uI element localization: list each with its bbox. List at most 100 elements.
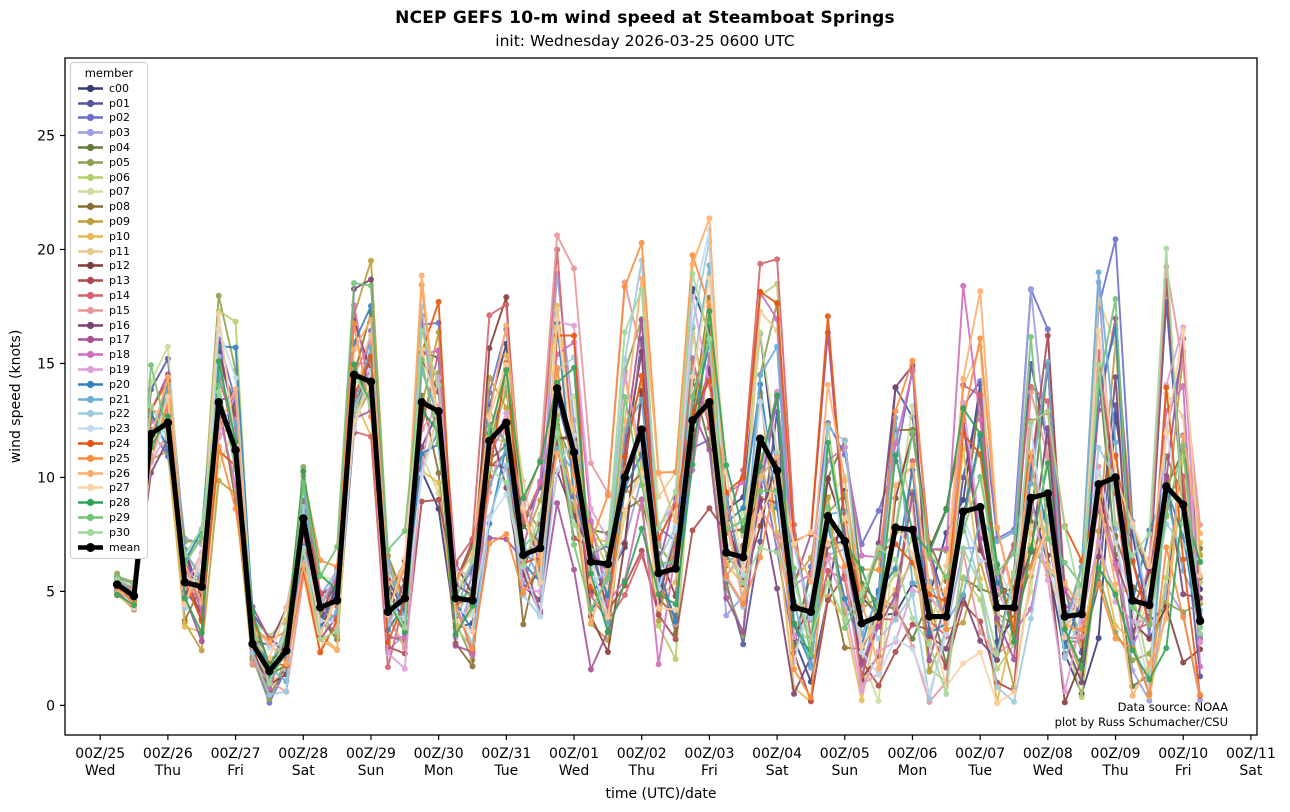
x-tick-label-day: Sat	[1239, 763, 1262, 779]
x-tick-label-date: 00Z/31	[481, 746, 531, 762]
legend-marker-p24	[78, 439, 103, 448]
legend-entry-p01: p01	[71, 96, 147, 111]
x-tick-label-day: Thu	[1101, 763, 1128, 779]
legend-label-p03: p03	[109, 126, 130, 140]
legend-marker-p13	[78, 277, 103, 285]
x-tick-label-day: Wed	[1033, 763, 1064, 779]
legend-entry-p11: p11	[71, 244, 147, 259]
x-tick-label-date: 00Z/05	[820, 746, 870, 762]
legend-entry-p30: p30	[71, 525, 147, 540]
legend-marker-p23	[78, 425, 103, 433]
legend-label-p15: p15	[109, 303, 130, 317]
credit-author: plot by Russ Schumacher/CSU	[1054, 715, 1228, 729]
legend-marker-p19	[78, 365, 103, 374]
x-tick-label-day: Thu	[154, 763, 181, 779]
legend-marker-p25	[78, 454, 103, 462]
legend-label-p02: p02	[109, 111, 130, 125]
legend-marker-p12	[78, 262, 103, 270]
legend-entry-p05: p05	[71, 155, 147, 170]
x-tick-label-date: 00Z/25	[75, 746, 125, 762]
legend-entry-p27: p27	[71, 481, 147, 496]
x-tick-label-date: 00Z/06	[887, 746, 937, 762]
x-tick-label-date: 00Z/27	[211, 746, 261, 762]
legend-label-p17: p17	[109, 333, 130, 347]
x-tick-label-day: Fri	[701, 763, 718, 779]
legend-marker-p01	[78, 99, 103, 107]
legend-marker-p07	[78, 188, 103, 196]
legend-marker-p17	[78, 336, 103, 344]
legend-label-p16: p16	[109, 318, 130, 332]
x-tick-label-day: Wed	[85, 763, 116, 779]
legend-marker-p02	[78, 114, 103, 122]
plot-frame	[64, 57, 1258, 736]
y-tick-label: 0	[46, 698, 55, 714]
legend-label-p09: p09	[109, 215, 130, 229]
legend-label-p07: p07	[109, 185, 130, 199]
legend-label-p26: p26	[109, 466, 130, 480]
legend-entry-p08: p08	[71, 199, 147, 214]
x-tick-label-date: 00Z/02	[617, 746, 667, 762]
legend-entry-p23: p23	[71, 421, 147, 436]
series-p26	[114, 215, 1204, 699]
legend-label-p23: p23	[109, 422, 130, 436]
legend-marker-p26	[78, 469, 103, 477]
x-tick-label-date: 00Z/03	[684, 746, 734, 762]
legend-label-p10: p10	[109, 229, 130, 243]
x-tick-label-day: Tue	[967, 763, 992, 779]
x-tick-label-day: Wed	[559, 763, 590, 779]
legend-marker-p21	[78, 395, 103, 403]
legend-entry-p25: p25	[71, 451, 147, 466]
legend-entry-p04: p04	[71, 140, 147, 155]
x-tick-label-day: Sun	[358, 763, 385, 779]
legend-marker-p10	[78, 232, 103, 240]
legend-marker-p06	[78, 173, 103, 181]
legend-marker-p28	[78, 499, 103, 507]
legend-entry-p06: p06	[71, 170, 147, 185]
x-tick-label-day: Mon	[424, 763, 454, 779]
x-tick-label-date: 00Z/26	[143, 746, 193, 762]
legend-label-p22: p22	[109, 407, 130, 421]
legend-entry-p17: p17	[71, 333, 147, 348]
legend-label-p25: p25	[109, 451, 130, 465]
x-tick-label-date: 00Z/08	[1023, 746, 1073, 762]
legend-entry-p16: p16	[71, 318, 147, 333]
legend-marker-p18	[78, 351, 103, 359]
credit-datasource: Data source: NOAA	[1117, 700, 1228, 714]
legend-label-p30: p30	[109, 525, 130, 539]
legend-entry-mean: mean	[71, 540, 147, 555]
series-dots-p04	[114, 343, 1204, 690]
legend-entry-p15: p15	[71, 303, 147, 318]
x-tick-label-day: Fri	[1175, 763, 1192, 779]
legend-marker-p20	[78, 380, 103, 388]
legend-label-p05: p05	[109, 155, 130, 169]
legend-label-p01: p01	[109, 96, 130, 110]
legend-entry-p29: p29	[71, 510, 147, 525]
legend-label-p06: p06	[109, 170, 130, 184]
chart-title: NCEP GEFS 10-m wind speed at Steamboat S…	[395, 8, 895, 28]
legend-entry-p18: p18	[71, 347, 147, 362]
legend-label-p12: p12	[109, 259, 130, 273]
legend-label-p11: p11	[109, 244, 130, 258]
legend-marker-p22	[78, 410, 103, 418]
legend-marker-p05	[78, 158, 103, 166]
x-tick-label-date: 00Z/30	[414, 746, 464, 762]
chart-subtitle: init: Wednesday 2026-03-25 0600 UTC	[495, 32, 795, 50]
legend-marker-p15	[78, 306, 103, 314]
legend-entry-p19: p19	[71, 362, 147, 377]
legend-entry-p24: p24	[71, 436, 147, 451]
x-tick-label-date: 00Z/07	[955, 746, 1005, 762]
legend-entry-p13: p13	[71, 273, 147, 288]
x-tick-label-day: Tue	[493, 763, 518, 779]
legend-label-p13: p13	[109, 274, 130, 288]
legend-label-p14: p14	[109, 289, 130, 303]
legend-label-c00: c00	[109, 81, 130, 95]
legend-marker-p11	[78, 247, 103, 255]
x-tick-label-date: 00Z/10	[1158, 746, 1208, 762]
series-dots-p24	[114, 288, 1204, 699]
x-axis: 00Z/25Wed00Z/26Thu00Z/27Fri00Z/28Sat00Z/…	[75, 735, 1276, 779]
legend-entry-p10: p10	[71, 229, 147, 244]
legend-entry-c00: c00	[71, 81, 147, 96]
x-tick-label-day: Sun	[831, 763, 858, 779]
